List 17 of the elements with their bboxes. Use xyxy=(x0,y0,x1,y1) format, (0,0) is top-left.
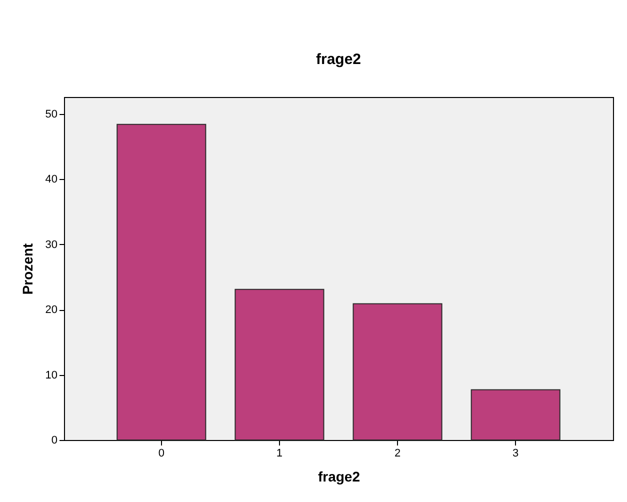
y-tick-label: 10 xyxy=(45,369,58,382)
bar xyxy=(234,288,324,440)
x-tick-label: 3 xyxy=(512,448,519,460)
y-tick-label: 30 xyxy=(45,238,58,251)
x-tick-label: 2 xyxy=(394,448,401,460)
chart-title: frage2 xyxy=(316,51,362,68)
y-tick-label: 0 xyxy=(51,434,58,446)
x-axis-title: frage2 xyxy=(318,468,360,484)
y-tick-label: 50 xyxy=(45,108,58,120)
bar xyxy=(116,124,206,440)
bar xyxy=(470,389,560,440)
y-tick-label: 40 xyxy=(45,174,58,186)
y-axis-title: Prozent xyxy=(19,242,36,295)
bar xyxy=(352,303,442,440)
y-tick-label: 20 xyxy=(45,304,58,316)
x-tick-label: 0 xyxy=(158,448,164,460)
x-tick-label: 1 xyxy=(276,448,283,460)
